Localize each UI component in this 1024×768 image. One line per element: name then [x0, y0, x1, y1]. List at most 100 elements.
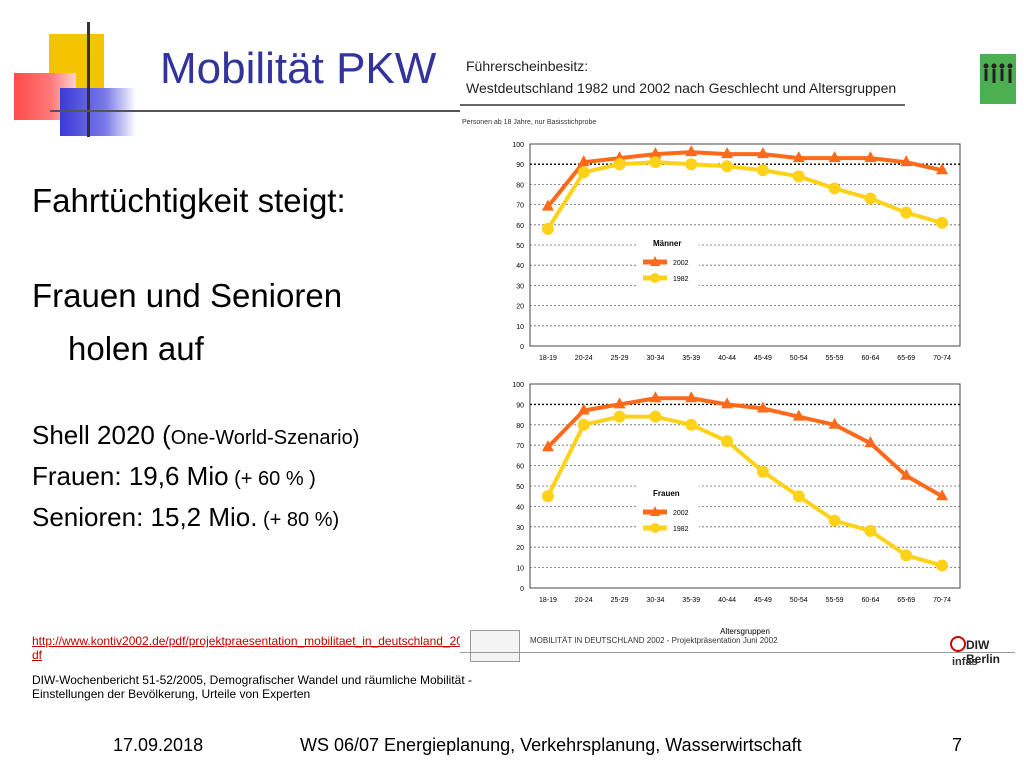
y-tick-label-maenner: 100 — [512, 142, 524, 149]
data-point-maenner-2002 — [541, 199, 554, 211]
x-tick-label-maenner: 65-69 — [897, 355, 915, 362]
data-point-maenner-1982 — [936, 216, 949, 229]
data-point-frauen-1982 — [864, 524, 877, 537]
infas-logo: infas — [952, 656, 978, 668]
data-point-maenner-2002 — [864, 151, 877, 163]
diw-logo: DIW Berlin — [966, 638, 1001, 666]
data-point-frauen-2002 — [613, 397, 626, 409]
y-tick-label-frauen: 100 — [512, 382, 524, 389]
y-tick-label-maenner: 70 — [516, 203, 524, 210]
frauen-percent: (+ 60 % ) — [228, 468, 316, 490]
data-point-frauen-2002 — [756, 401, 769, 413]
data-point-frauen-1982 — [685, 418, 698, 431]
y-tick-label-frauen: 60 — [516, 464, 524, 471]
data-point-frauen-1982 — [792, 490, 805, 503]
shell-scenario: One-World-Szenario) — [170, 427, 360, 449]
x-axis-label-frauen: Altersgruppen — [720, 627, 770, 636]
source-link[interactable]: http://www.kontiv2002.de/pdf/projektprae… — [32, 634, 487, 662]
figure-note: Personen ab 18 Jahre, nur Basisstichprob… — [462, 119, 597, 126]
figure-title-line1: Führerscheinbesitz: — [466, 58, 589, 74]
x-tick-label-frauen: 30-34 — [646, 597, 664, 604]
data-point-maenner-2002 — [756, 147, 769, 159]
x-tick-label-frauen: 50-54 — [790, 597, 808, 604]
legend-marker-frauen-1982 — [650, 523, 660, 533]
data-point-frauen-1982 — [649, 410, 662, 423]
data-point-maenner-1982 — [864, 192, 877, 205]
data-point-maenner-2002 — [900, 155, 913, 167]
point-shell-2020: Shell 2020 (One-World-Szenario) — [32, 420, 359, 451]
point-holen-auf: holen auf — [68, 330, 204, 367]
y-tick-label-maenner: 50 — [516, 243, 524, 250]
data-point-frauen-1982 — [828, 514, 841, 527]
x-tick-label-frauen: 25-29 — [611, 597, 629, 604]
x-tick-label-frauen: 35-39 — [682, 597, 700, 604]
data-point-maenner-2002 — [936, 163, 949, 175]
data-point-frauen-2002 — [792, 409, 805, 421]
x-tick-label-frauen: 55-59 — [826, 597, 844, 604]
data-point-frauen-2002 — [936, 489, 949, 501]
data-point-maenner-1982 — [756, 164, 769, 177]
ministry-logo — [470, 630, 520, 662]
data-point-maenner-1982 — [577, 166, 590, 179]
y-tick-label-frauen: 20 — [516, 545, 524, 552]
series-line-maenner-2002 — [546, 150, 943, 208]
legend-label-frauen-2002: 2002 — [673, 510, 689, 517]
y-tick-label-maenner: 60 — [516, 223, 524, 230]
legend-title-frauen: Frauen — [653, 489, 680, 498]
data-point-maenner-1982 — [828, 182, 841, 195]
data-point-maenner-1982 — [649, 156, 662, 169]
shell-label: Shell 2020 ( — [32, 420, 171, 450]
decor-blue-square — [60, 88, 136, 136]
diw-emblem-icon — [950, 636, 966, 652]
data-point-maenner-2002 — [721, 147, 734, 159]
y-tick-label-maenner: 80 — [516, 182, 524, 189]
data-point-maenner-2002 — [649, 147, 662, 159]
x-tick-label-frauen: 40-44 — [718, 597, 736, 604]
y-tick-label-maenner: 10 — [516, 324, 524, 331]
figure-panel: Führerscheinbesitz: Westdeutschland 1982… — [460, 48, 1020, 676]
data-point-maenner-1982 — [792, 170, 805, 183]
y-tick-label-frauen: 50 — [516, 484, 524, 491]
footer-course: WS 06/07 Energieplanung, Verkehrsplanung… — [300, 735, 802, 755]
x-tick-label-maenner: 35-39 — [682, 355, 700, 362]
x-tick-label-maenner: 40-44 — [718, 355, 736, 362]
data-point-maenner-2002 — [685, 145, 698, 157]
y-tick-label-maenner: 30 — [516, 283, 524, 290]
point-fahrtuechtigkeit: Fahrtüchtigkeit steigt: — [32, 182, 346, 219]
legend-marker-maenner-2002 — [650, 256, 660, 266]
y-tick-label-frauen: 0 — [520, 586, 524, 593]
data-point-maenner-1982 — [721, 160, 734, 173]
y-tick-label-maenner: 90 — [516, 162, 524, 169]
y-tick-label-frauen: 10 — [516, 566, 524, 573]
y-tick-label-frauen: 70 — [516, 443, 524, 450]
data-point-maenner-2002 — [792, 151, 805, 163]
x-tick-label-maenner: 50-54 — [790, 355, 808, 362]
data-point-frauen-1982 — [613, 410, 626, 423]
legend-label-maenner-2002: 2002 — [673, 260, 689, 267]
footer-page-number: 7 — [952, 735, 963, 755]
x-tick-label-frauen: 65-69 — [897, 597, 915, 604]
x-tick-label-frauen: 18-19 — [539, 597, 557, 604]
footer-date: 17.09.2018 — [113, 735, 204, 755]
slide-title: Mobilität PKW — [160, 44, 437, 93]
x-tick-label-frauen: 45-49 — [754, 597, 772, 604]
y-tick-label-maenner: 0 — [520, 344, 524, 351]
data-point-maenner-1982 — [685, 158, 698, 171]
data-point-frauen-2002 — [541, 440, 554, 452]
data-point-maenner-2002 — [577, 155, 590, 167]
point-frauen-mio: Frauen: 19,6 Mio (+ 60 % ) — [32, 461, 316, 492]
legend-label-maenner-1982: 1982 — [673, 276, 689, 283]
data-point-frauen-1982 — [541, 490, 554, 503]
x-tick-label-maenner: 18-19 — [539, 355, 557, 362]
figure-title-rule — [460, 104, 905, 106]
mid-logo — [978, 48, 1018, 110]
y-tick-label-maenner: 40 — [516, 263, 524, 270]
x-tick-label-maenner: 55-59 — [826, 355, 844, 362]
frauen-value: Frauen: 19,6 Mio — [32, 461, 229, 491]
x-tick-label-maenner: 45-49 — [754, 355, 772, 362]
point-frauen-senioren: Frauen und Senioren — [32, 277, 343, 314]
y-tick-label-frauen: 80 — [516, 423, 524, 430]
senioren-value: Senioren: 15,2 Mio. — [32, 502, 258, 532]
plot-frame-maenner — [529, 143, 961, 347]
